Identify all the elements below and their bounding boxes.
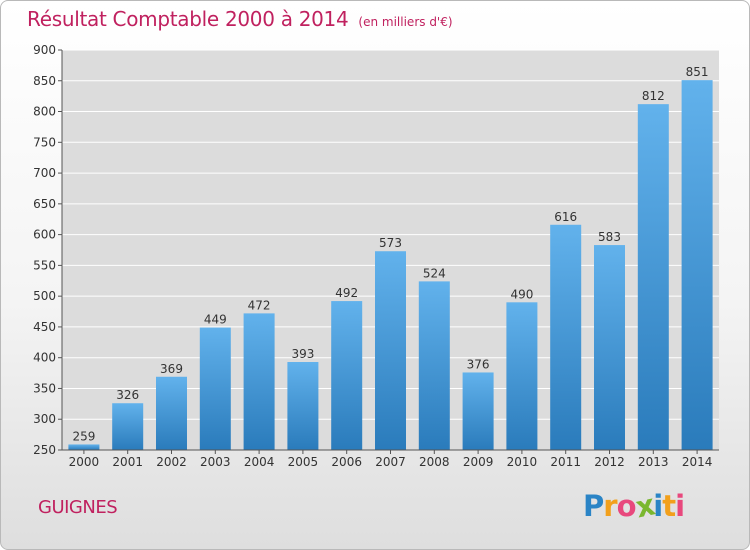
logo-letter: o [616,489,637,523]
y-tick-label: 900 [33,43,56,57]
proxiti-logo: Proxiti [583,488,685,525]
y-tick-label: 550 [33,258,56,272]
y-tick-label: 350 [33,381,56,395]
x-tick-label-2005: 2005 [288,455,319,469]
data-label-2012: 583 [598,230,621,244]
y-tick-label: 850 [33,74,56,88]
data-label-2002: 369 [160,362,183,376]
x-tick-label-2007: 2007 [375,455,406,469]
y-tick-label: 400 [33,351,56,365]
town-label: GUIGNES [38,497,118,518]
title-text: Résultat Comptable 2000 à 2014 [27,7,349,31]
x-tick-label-2002: 2002 [156,455,187,469]
y-tick-label: 750 [33,135,56,149]
data-label-2010: 490 [510,287,533,301]
y-tick-label: 500 [33,289,56,303]
x-tick-label-2001: 2001 [112,455,143,469]
data-label-2000: 259 [72,429,95,443]
data-label-2013: 812 [642,89,665,103]
y-tick-label: 250 [33,443,56,457]
x-tick-label-2008: 2008 [419,455,450,469]
logo-letter: r [603,489,617,523]
bar-2002 [156,376,187,450]
x-tick-label-2009: 2009 [463,455,494,469]
logo-letter: P [583,489,604,523]
y-tick-label: 600 [33,228,56,242]
data-label-2007: 573 [379,236,402,250]
logo-letter: i [675,489,685,523]
x-tick-label-2011: 2011 [550,455,581,469]
data-label-2006: 492 [335,286,358,300]
bar-2003 [199,327,231,450]
x-tick-label-2012: 2012 [594,455,625,469]
logo-letter: t [662,489,676,523]
x-tick-label-2013: 2013 [638,455,669,469]
bar-2012 [594,245,625,450]
bar-2009 [462,372,494,450]
unit-label: (en milliers d'€) [358,15,453,29]
data-label-2001: 326 [116,388,139,402]
bar-2013 [637,104,669,451]
bar-2000 [68,444,100,450]
x-tick-label-2000: 2000 [69,455,100,469]
data-label-2004: 472 [248,298,271,312]
data-label-2011: 616 [554,210,577,224]
bar-2001 [112,403,144,450]
data-label-2009: 376 [467,357,490,371]
bar-2006 [331,301,363,450]
y-tick-label: 650 [33,197,56,211]
bar-2005 [287,362,319,450]
bars [68,80,713,451]
chart-title: Résultat Comptable 2000 à 2014 (en millie… [27,7,453,31]
x-tick-label-2004: 2004 [244,455,275,469]
data-label-2014: 851 [686,65,709,79]
x-tick-label-2010: 2010 [507,455,538,469]
y-tick-label: 700 [33,166,56,180]
data-label-2003: 449 [204,313,227,327]
bar-2011 [550,224,582,450]
x-tick-label-2006: 2006 [331,455,362,469]
x-tick-label-2003: 2003 [200,455,231,469]
data-labels: 259 326 369 449 472 393 492 573 524 376 490 616 583 8… [72,65,708,443]
data-label-2008: 524 [423,266,446,280]
y-tick-label: 800 [33,105,56,119]
bar-2008 [418,281,450,450]
bar-2007 [375,251,406,450]
y-tick-label: 450 [33,320,56,334]
axes: 250 300 350 400 450 500 550 600 650 700 750 800 850 9… [33,43,719,469]
y-tick-label: 300 [33,412,56,426]
bar-2010 [506,302,538,450]
data-label-2005: 393 [291,347,314,361]
bar-2004 [243,313,275,450]
logo-letter: i [653,489,663,523]
x-tick-label-2014: 2014 [682,455,713,469]
bar-2014 [681,80,713,451]
